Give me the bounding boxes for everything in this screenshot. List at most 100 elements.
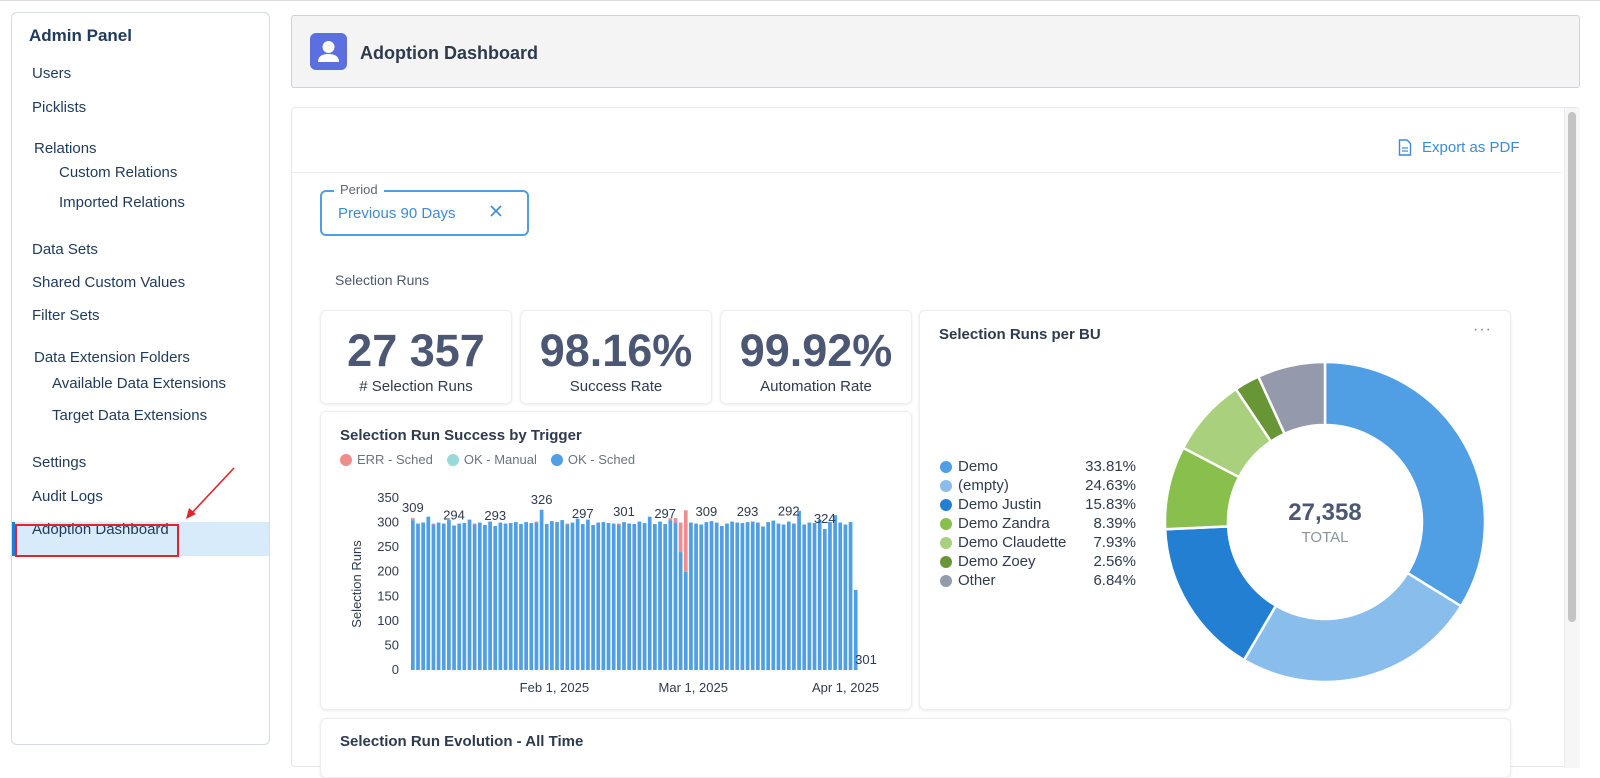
bar-segment[interactable] — [586, 519, 590, 670]
bar-segment[interactable] — [555, 522, 559, 670]
bar-segment[interactable] — [447, 520, 451, 670]
bar-segment[interactable] — [740, 523, 745, 670]
bar-segment[interactable] — [678, 552, 683, 670]
bar-segment[interactable] — [498, 522, 503, 670]
bar-segment[interactable] — [416, 523, 420, 670]
bar-segment[interactable] — [616, 524, 621, 670]
bar-segment[interactable] — [560, 520, 565, 670]
bar-segment[interactable] — [503, 523, 508, 670]
bar-segment[interactable] — [663, 524, 668, 670]
donut-legend-item[interactable]: Demo Zoey 2.56% — [940, 552, 1136, 571]
bar-segment[interactable] — [632, 524, 637, 670]
sidebar-item-target-data-extensions[interactable]: Target Data Extensions — [52, 407, 208, 424]
donut-legend-item[interactable]: Other 6.84% — [940, 571, 1136, 590]
bar-segment[interactable] — [761, 526, 765, 671]
bar-segment[interactable] — [616, 523, 621, 525]
bar-segment[interactable] — [596, 522, 601, 670]
bar-segment[interactable] — [611, 523, 616, 670]
bar-segment[interactable] — [653, 524, 657, 670]
bar-segment[interactable] — [668, 518, 673, 521]
bar-segment[interactable] — [534, 522, 539, 670]
more-options-icon[interactable]: ··· — [1473, 321, 1492, 338]
scrollbar-thumb[interactable] — [1568, 112, 1576, 622]
bar-segment[interactable] — [550, 521, 554, 670]
bar-segment[interactable] — [580, 524, 585, 670]
bar-segment[interactable] — [781, 524, 786, 670]
sidebar-item-available-data-extensions[interactable]: Available Data Extensions — [52, 375, 226, 392]
bar-segment[interactable] — [730, 521, 734, 670]
bar-segment[interactable] — [513, 522, 518, 670]
bar-segment[interactable] — [776, 523, 781, 670]
donut-slice[interactable] — [1242, 571, 1463, 684]
bar-segment[interactable] — [622, 522, 626, 670]
bar-segment[interactable] — [725, 523, 729, 670]
bar-segment[interactable] — [807, 522, 812, 670]
bar-segment[interactable] — [709, 521, 714, 670]
bar-segment[interactable] — [606, 523, 611, 670]
bar-segment[interactable] — [828, 522, 832, 670]
donut-slice[interactable] — [1256, 360, 1327, 436]
export-pdf-button[interactable]: Export as PDF — [1398, 139, 1520, 156]
bar-segment[interactable] — [529, 523, 534, 670]
bar-segment[interactable] — [411, 518, 415, 521]
sidebar-item-custom-relations[interactable]: Custom Relations — [59, 164, 178, 181]
donut-slice[interactable] — [1323, 360, 1487, 608]
bar-segment[interactable] — [493, 526, 498, 670]
bar-segment[interactable] — [431, 523, 436, 525]
donut-legend-item[interactable]: Demo Justin 15.83% — [940, 495, 1136, 514]
bar-segment[interactable] — [519, 524, 523, 670]
donut-legend-item[interactable]: Demo Claudette 7.93% — [940, 533, 1136, 552]
bar-segment[interactable] — [714, 522, 719, 670]
clear-filter-icon[interactable] — [488, 203, 504, 219]
bar-segment[interactable] — [539, 509, 544, 670]
bar-segment[interactable] — [565, 524, 570, 670]
bar-segment[interactable] — [508, 523, 513, 670]
bar-segment[interactable] — [524, 522, 528, 670]
sidebar-item-picklists[interactable]: Picklists — [32, 99, 87, 116]
bar-segment[interactable] — [750, 521, 755, 670]
sidebar-item-users[interactable]: Users — [32, 65, 72, 82]
bar-segment[interactable] — [833, 515, 837, 670]
bar-segment[interactable] — [802, 524, 807, 670]
bar-segment[interactable] — [627, 523, 631, 670]
sidebar-item-imported-relations[interactable]: Imported Relations — [59, 194, 185, 211]
bar-segment[interactable] — [719, 526, 724, 670]
sidebar-item-filter-sets[interactable]: Filter Sets — [32, 307, 100, 324]
bar-segment[interactable] — [766, 522, 771, 670]
sidebar-item-shared-custom-values[interactable]: Shared Custom Values — [32, 274, 186, 291]
bar-segment[interactable] — [683, 510, 688, 572]
bar-segment[interactable] — [704, 522, 709, 670]
bar-segment[interactable] — [678, 522, 683, 553]
donut-legend-item[interactable]: Demo Zandra 8.39% — [940, 514, 1136, 533]
bar-segment[interactable] — [822, 528, 827, 670]
bar-segment[interactable] — [488, 521, 492, 670]
bar-segment[interactable] — [786, 521, 791, 670]
bar-segment[interactable] — [411, 520, 415, 670]
bar-segment[interactable] — [658, 521, 662, 670]
bar-segment[interactable] — [792, 523, 796, 670]
bar-segment[interactable] — [601, 522, 606, 670]
bar-segment[interactable] — [441, 523, 446, 670]
donut-legend-item[interactable]: (empty) 24.63% — [940, 476, 1136, 495]
bar-segment[interactable] — [797, 510, 801, 670]
bar-segment[interactable] — [575, 518, 580, 670]
sidebar-item-settings[interactable]: Settings — [32, 454, 87, 471]
bar-segment[interactable] — [838, 522, 843, 670]
bar-segment[interactable] — [467, 519, 472, 670]
bar-segment[interactable] — [771, 520, 776, 670]
legend-item-err-sched[interactable]: ERR - Sched — [340, 452, 433, 467]
bar-segment[interactable] — [534, 521, 539, 523]
bar-segment[interactable] — [843, 524, 848, 670]
bar-segment[interactable] — [756, 522, 760, 670]
bar-segment[interactable] — [421, 522, 426, 670]
bar-segment[interactable] — [673, 518, 678, 523]
bar-segment[interactable] — [457, 523, 462, 670]
bar-segment[interactable] — [689, 522, 693, 670]
bar-segment[interactable] — [647, 516, 652, 670]
bar-segment[interactable] — [591, 525, 595, 670]
bar-segment[interactable] — [683, 571, 688, 670]
bar-segment[interactable] — [462, 523, 467, 670]
bar-segment[interactable] — [637, 521, 642, 670]
bar-segment[interactable] — [472, 524, 477, 670]
bar-segment[interactable] — [848, 522, 853, 670]
